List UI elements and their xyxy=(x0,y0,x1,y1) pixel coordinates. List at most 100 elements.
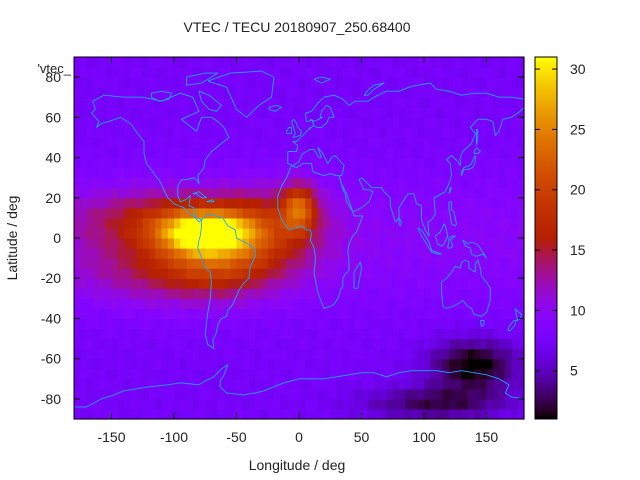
heatmap-cell xyxy=(217,268,225,279)
heatmap-cell xyxy=(399,308,406,320)
heatmap-cell xyxy=(92,77,100,88)
heatmap-cell xyxy=(224,298,231,309)
heatmap-cell xyxy=(511,107,519,118)
heatmap-cell xyxy=(511,57,519,68)
heatmap-cell xyxy=(361,97,369,108)
heatmap-cell xyxy=(136,388,144,400)
heatmap-cell xyxy=(486,57,494,68)
heatmap-cell xyxy=(199,318,206,330)
heatmap-cell xyxy=(317,348,325,360)
heatmap-cell xyxy=(361,368,369,380)
heatmap-cell xyxy=(380,147,388,159)
heatmap-cell xyxy=(274,268,281,279)
heatmap-cell xyxy=(199,127,206,139)
heatmap-cell xyxy=(267,77,275,88)
heatmap-cell xyxy=(436,278,444,289)
heatmap-cell xyxy=(517,268,525,279)
heatmap-cell xyxy=(517,167,525,179)
heatmap-cell xyxy=(511,187,519,199)
heatmap-cell xyxy=(74,97,81,108)
heatmap-cell xyxy=(449,67,456,78)
heatmap-cell xyxy=(392,107,400,118)
heatmap-cell xyxy=(492,107,500,118)
heatmap-cell xyxy=(230,197,238,209)
heatmap-cell xyxy=(274,187,281,199)
heatmap-cell xyxy=(411,77,419,88)
heatmap-cell xyxy=(411,207,419,219)
heatmap-cell xyxy=(399,137,406,149)
heatmap-cell xyxy=(155,57,163,68)
heatmap-cell xyxy=(411,348,419,360)
heatmap-cell xyxy=(261,378,269,390)
heatmap-cell xyxy=(161,177,169,189)
heatmap-cell xyxy=(305,388,313,400)
heatmap-cell xyxy=(380,298,388,309)
heatmap-cell xyxy=(417,197,425,209)
heatmap-cell xyxy=(386,388,394,400)
heatmap-cell xyxy=(386,378,394,390)
coastline-baffin-island xyxy=(198,90,222,112)
heatmap-cell xyxy=(274,57,281,68)
heatmap-cell xyxy=(311,268,319,279)
heatmap-cell xyxy=(461,107,469,118)
heatmap-cell xyxy=(224,137,231,149)
heatmap-cell xyxy=(355,117,363,128)
heatmap-cell xyxy=(311,408,319,420)
heatmap-cell xyxy=(155,67,163,78)
heatmap-cell xyxy=(211,408,219,420)
heatmap-cell xyxy=(155,318,163,330)
heatmap-cell xyxy=(324,67,331,78)
heatmap-cell xyxy=(117,187,125,199)
heatmap-cell xyxy=(280,87,288,98)
heatmap-cell xyxy=(192,117,200,128)
heatmap-cell xyxy=(480,87,488,98)
heatmap-cell xyxy=(505,358,513,370)
x-tick-label: 100 xyxy=(412,429,436,445)
heatmap-cell xyxy=(124,278,131,289)
heatmap-cell xyxy=(424,77,431,88)
heatmap-cell xyxy=(149,107,156,118)
heatmap-cell xyxy=(124,288,131,299)
heatmap-cell xyxy=(236,398,244,410)
heatmap-cell xyxy=(105,217,113,229)
coastline-sakhalin xyxy=(476,128,479,146)
heatmap-cell xyxy=(117,388,125,400)
heatmap-cell xyxy=(336,157,344,169)
heatmap-cell xyxy=(399,398,406,410)
heatmap-cell xyxy=(130,217,138,229)
heatmap-cell xyxy=(474,207,481,219)
heatmap-cell xyxy=(405,67,413,78)
heatmap-cell xyxy=(174,207,181,219)
heatmap-cell xyxy=(374,197,381,209)
heatmap-cell xyxy=(374,308,381,320)
heatmap-cell xyxy=(349,197,356,209)
heatmap-cell xyxy=(405,217,413,229)
heatmap-cell xyxy=(367,167,375,179)
heatmap-cell xyxy=(242,187,250,199)
heatmap-cell xyxy=(330,147,338,159)
heatmap-cell xyxy=(355,207,363,219)
heatmap-cell xyxy=(461,238,469,249)
heatmap-cell xyxy=(99,97,106,108)
heatmap-cell xyxy=(499,77,506,88)
heatmap-cell xyxy=(386,147,394,159)
heatmap-cell xyxy=(336,137,344,149)
heatmap-cell xyxy=(505,167,513,179)
heatmap-cell xyxy=(249,127,256,139)
heatmap-cell xyxy=(405,77,413,88)
heatmap-cell xyxy=(336,77,344,88)
heatmap-cell xyxy=(505,177,513,189)
heatmap-cell xyxy=(292,308,300,320)
heatmap-cell xyxy=(286,207,294,219)
heatmap-cell xyxy=(236,217,244,229)
heatmap-cell xyxy=(217,107,225,118)
heatmap-cell xyxy=(80,97,88,108)
heatmap-cell xyxy=(142,167,150,179)
heatmap-cell xyxy=(499,137,506,149)
heatmap-cell xyxy=(86,278,94,289)
heatmap-cell xyxy=(180,57,188,68)
heatmap-cell xyxy=(174,338,181,350)
heatmap-cell xyxy=(367,147,375,159)
heatmap-cell xyxy=(355,378,363,390)
heatmap-cell xyxy=(167,67,175,78)
